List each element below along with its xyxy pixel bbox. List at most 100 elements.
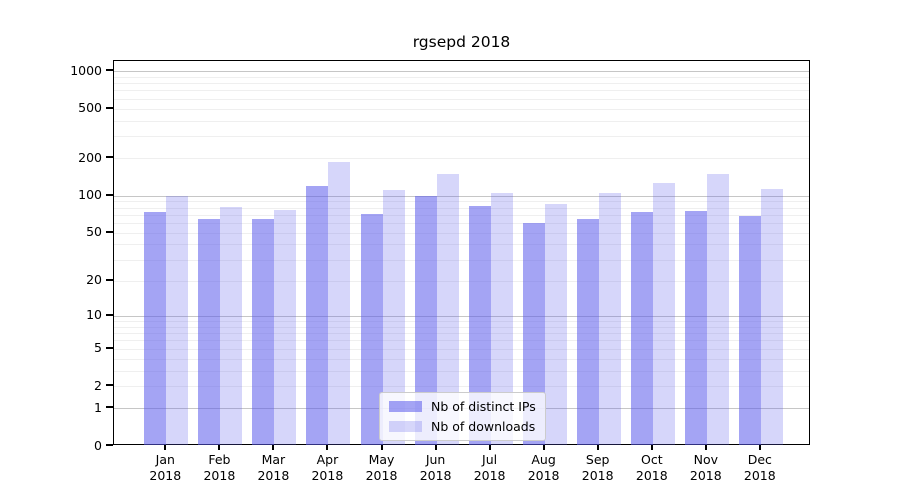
y-tick-label: 5 bbox=[94, 340, 102, 356]
minor-gridline bbox=[114, 98, 809, 100]
chart-title: rgsepd 2018 bbox=[412, 33, 511, 51]
bar-distinct-ips bbox=[144, 211, 167, 445]
x-tick bbox=[380, 445, 383, 450]
minor-gridline bbox=[114, 326, 809, 328]
x-tick bbox=[704, 445, 707, 450]
legend-swatch-downloads bbox=[389, 421, 422, 432]
bar-distinct-ips bbox=[198, 219, 221, 445]
minor-gridline bbox=[114, 348, 809, 350]
minor-gridline bbox=[114, 321, 809, 322]
bar-distinct-ips bbox=[414, 195, 437, 445]
x-tick bbox=[488, 445, 491, 450]
minor-gridline bbox=[114, 207, 809, 209]
bar-downloads bbox=[490, 192, 513, 445]
bars-layer bbox=[114, 61, 809, 445]
y-tick-label: 50 bbox=[86, 224, 102, 240]
minor-gridline bbox=[114, 201, 809, 203]
y-tick-label: 500 bbox=[78, 100, 102, 116]
legend-swatch-distinct-ips bbox=[389, 401, 422, 412]
bar-downloads bbox=[652, 183, 675, 445]
x-tick bbox=[758, 445, 761, 450]
y-tick bbox=[106, 193, 113, 196]
y-tick bbox=[106, 69, 113, 71]
y-tick bbox=[106, 406, 113, 409]
x-tick bbox=[542, 445, 545, 450]
y-tick bbox=[106, 313, 113, 316]
y-tick-label: 0 bbox=[94, 437, 102, 453]
bar-downloads bbox=[706, 173, 729, 445]
y-tick-label: 1000 bbox=[70, 62, 102, 78]
minor-gridline bbox=[114, 222, 809, 224]
bar-downloads bbox=[598, 193, 621, 445]
x-tick-label: Oct 2018 bbox=[635, 452, 668, 483]
x-tick-label: Jan 2018 bbox=[149, 452, 182, 483]
x-tick-label: Nov 2018 bbox=[689, 452, 722, 483]
minor-gridline bbox=[114, 244, 809, 246]
y-tick bbox=[106, 346, 113, 349]
y-tick-label: 10 bbox=[86, 307, 102, 323]
plot-area: Nb of distinct IPs Nb of downloads bbox=[113, 60, 810, 445]
minor-gridline bbox=[114, 340, 809, 342]
minor-gridline bbox=[114, 386, 809, 388]
bar-distinct-ips bbox=[468, 205, 491, 445]
y-tick bbox=[106, 444, 113, 446]
bar-distinct-ips bbox=[576, 219, 599, 445]
bar-distinct-ips bbox=[252, 219, 275, 445]
bar-distinct-ips bbox=[522, 222, 545, 445]
minor-gridline bbox=[114, 90, 809, 92]
x-tick-label: Mar 2018 bbox=[257, 452, 290, 483]
x-tick-label: Jul 2018 bbox=[473, 452, 506, 483]
bar-distinct-ips bbox=[630, 212, 653, 445]
y-tick-label: 100 bbox=[78, 187, 102, 202]
x-tick-label: Dec 2018 bbox=[743, 452, 776, 483]
bar-downloads bbox=[436, 174, 459, 445]
x-tick bbox=[272, 445, 275, 450]
minor-gridline bbox=[114, 333, 809, 335]
legend: Nb of distinct IPs Nb of downloads bbox=[379, 392, 546, 441]
y-tick bbox=[106, 156, 113, 159]
minor-gridline bbox=[114, 358, 809, 360]
minor-gridline bbox=[114, 259, 809, 261]
legend-label-downloads: Nb of downloads bbox=[431, 419, 536, 434]
bar-downloads bbox=[760, 188, 783, 445]
bar-distinct-ips bbox=[306, 185, 329, 445]
grid-layer bbox=[114, 61, 809, 444]
x-tick-label: Aug 2018 bbox=[527, 452, 560, 483]
y-tick bbox=[106, 278, 113, 281]
minor-gridline bbox=[114, 136, 809, 138]
bar-downloads bbox=[544, 204, 567, 445]
x-tick-label: Apr 2018 bbox=[311, 452, 344, 483]
bar-distinct-ips bbox=[360, 213, 383, 445]
bar-downloads bbox=[328, 162, 351, 445]
minor-gridline bbox=[114, 232, 809, 234]
minor-gridline bbox=[114, 108, 809, 110]
y-tick bbox=[106, 106, 113, 109]
x-tick-label: Feb 2018 bbox=[203, 452, 236, 483]
minor-gridline bbox=[114, 83, 809, 85]
minor-gridline bbox=[114, 158, 809, 160]
minor-gridline bbox=[114, 370, 809, 372]
x-tick bbox=[434, 445, 437, 450]
minor-gridline bbox=[114, 120, 809, 122]
minor-gridline bbox=[114, 214, 809, 216]
major-gridline bbox=[114, 315, 809, 317]
bar-downloads bbox=[220, 206, 243, 445]
x-tick-label: Jun 2018 bbox=[419, 452, 452, 483]
bar-distinct-ips bbox=[684, 210, 707, 445]
bar-downloads bbox=[166, 195, 189, 445]
bar-downloads bbox=[382, 189, 405, 445]
bar-downloads bbox=[274, 210, 297, 445]
y-tick bbox=[106, 384, 113, 387]
legend-label-distinct-ips: Nb of distinct IPs bbox=[431, 399, 536, 414]
minor-gridline bbox=[114, 280, 809, 282]
bar-distinct-ips bbox=[738, 216, 761, 445]
y-tick-label: 200 bbox=[78, 149, 102, 165]
x-tick bbox=[218, 445, 221, 450]
y-tick bbox=[106, 230, 113, 233]
minor-gridline bbox=[114, 76, 809, 78]
x-tick-label: Sep 2018 bbox=[581, 452, 614, 483]
y-tick-label: 20 bbox=[86, 272, 102, 288]
x-tick bbox=[326, 445, 329, 450]
x-tick bbox=[596, 445, 599, 450]
